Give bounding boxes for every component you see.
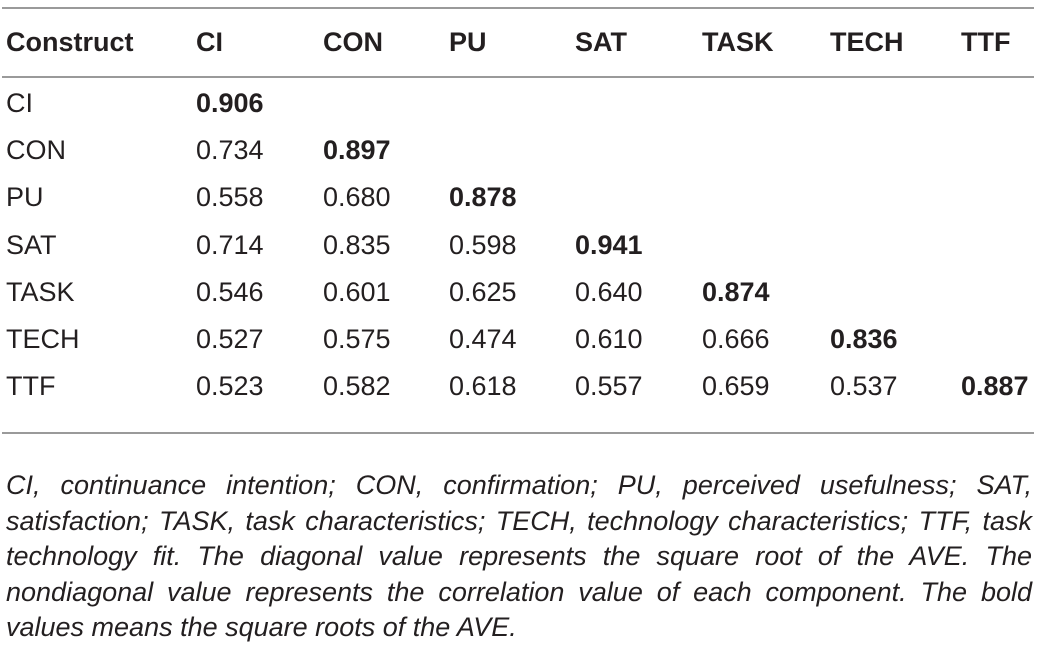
table-cell: 0.618 [449, 371, 517, 402]
table-cell: 0.575 [323, 324, 391, 355]
table-cell: 0.601 [323, 276, 391, 307]
table-cell: 0.659 [702, 371, 770, 402]
table-cell: 0.835 [323, 229, 391, 260]
table-cell: 0.598 [449, 229, 517, 260]
table-cell [702, 80, 830, 127]
table-cell: 0.557 [575, 371, 643, 402]
table-cell [830, 80, 961, 127]
row-label: PU [6, 182, 44, 213]
table-cell: 0.625 [449, 276, 517, 307]
table-cell [830, 222, 961, 269]
column-header-tech: TECH [830, 26, 904, 57]
table-cell [961, 127, 1041, 174]
table-cell [323, 80, 449, 127]
row-label: CI [6, 88, 33, 119]
row-label: TECH [6, 324, 80, 355]
table-cell: 0.527 [196, 324, 264, 355]
header-row: Construct CI CON PU SAT TASK TECH TTF [0, 18, 1041, 66]
table-cell [702, 174, 830, 221]
table-cell [575, 80, 702, 127]
table-footnote: CI, continuance intention; CON, confirma… [6, 470, 1032, 642]
table-cell: 0.714 [196, 229, 264, 260]
table-cell [961, 80, 1041, 127]
table-cell: 0.523 [196, 371, 264, 402]
diagonal-cell: 0.887 [961, 371, 1029, 402]
table-cell: 0.546 [196, 276, 264, 307]
table-cell [830, 127, 961, 174]
table-cell [961, 174, 1041, 221]
table-row: TTF 0.523 0.582 0.618 0.557 0.659 0.537 … [0, 363, 1041, 410]
column-header-pu: PU [449, 26, 487, 57]
correlation-table: Construct CI CON PU SAT TASK TECH TTF CI… [0, 18, 1041, 410]
table-cell [961, 316, 1041, 363]
table-cell [702, 222, 830, 269]
diagonal-cell: 0.836 [830, 324, 898, 355]
table-cell: 0.558 [196, 182, 264, 213]
column-header-task: TASK [702, 26, 774, 57]
column-header-con: CON [323, 26, 383, 57]
table-row: CON 0.734 0.897 [0, 127, 1041, 174]
table-row: SAT 0.714 0.835 0.598 0.941 [0, 222, 1041, 269]
table-cell: 0.734 [196, 135, 264, 166]
table-row: PU 0.558 0.680 0.878 [0, 174, 1041, 221]
table-cell [702, 127, 830, 174]
table-row: TASK 0.546 0.601 0.625 0.640 0.874 [0, 269, 1041, 316]
table-cell: 0.680 [323, 182, 391, 213]
diagonal-cell: 0.941 [575, 229, 643, 260]
table-header-rule [2, 76, 1034, 78]
table-cell [961, 269, 1041, 316]
table-cell: 0.640 [575, 276, 643, 307]
table-bottom-rule [2, 432, 1034, 434]
table-cell [575, 174, 702, 221]
row-label: CON [6, 135, 66, 166]
table-cell: 0.666 [702, 324, 770, 355]
table-cell [830, 269, 961, 316]
table-cell [449, 127, 575, 174]
table-cell [449, 80, 575, 127]
diagonal-cell: 0.906 [196, 88, 264, 119]
diagonal-cell: 0.878 [449, 182, 517, 213]
table-cell [830, 174, 961, 221]
table-cell: 0.582 [323, 371, 391, 402]
row-label: SAT [6, 229, 57, 260]
row-label: TASK [6, 276, 75, 307]
table-top-rule [2, 7, 1034, 9]
column-header-construct: Construct [6, 26, 134, 57]
table-cell: 0.474 [449, 324, 517, 355]
table-cell [575, 127, 702, 174]
column-header-ci: CI [196, 26, 223, 57]
table-cell: 0.537 [830, 371, 898, 402]
row-label: TTF [6, 371, 56, 402]
diagonal-cell: 0.874 [702, 276, 770, 307]
table-row: CI 0.906 [0, 80, 1041, 127]
table-cell: 0.610 [575, 324, 643, 355]
column-header-sat: SAT [575, 26, 627, 57]
table-row: TECH 0.527 0.575 0.474 0.610 0.666 0.836 [0, 316, 1041, 363]
column-header-ttf: TTF [961, 26, 1011, 57]
table-cell [961, 222, 1041, 269]
diagonal-cell: 0.897 [323, 135, 391, 166]
